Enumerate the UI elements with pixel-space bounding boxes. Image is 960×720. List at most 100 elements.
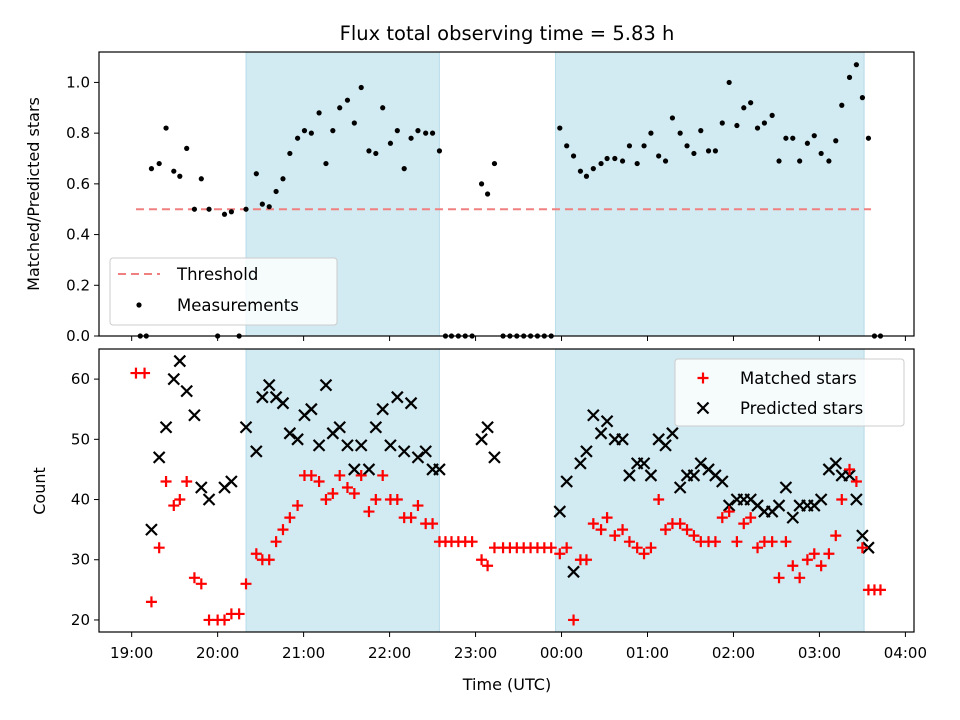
measurement-point <box>387 140 394 146</box>
measurement-point <box>698 128 704 134</box>
matched-point <box>617 524 629 536</box>
predicted-point <box>225 475 238 488</box>
measurement-point <box>177 173 183 179</box>
measurement-point <box>811 133 817 139</box>
top-plot-frame <box>98 51 915 337</box>
predicted-point <box>262 378 276 392</box>
top-panel: 0.0 0.2 0.4 0.6 0.8 1.0 Matched/Predicted sta… <box>24 51 915 345</box>
measurement-point <box>662 158 669 164</box>
measurement-point <box>598 160 604 167</box>
predicted-point <box>404 396 418 410</box>
measurement-point <box>221 211 228 217</box>
predicted-point <box>673 481 687 494</box>
matched-point <box>836 494 848 506</box>
measurement-point <box>380 105 386 111</box>
bottom-panel: 19:00 20:00 21:00 22:00 23:00 00:00 01:00 02:00… <box>30 348 927 694</box>
measurement-point <box>337 105 343 111</box>
x-tick-label: 04:00 <box>884 644 927 662</box>
bottom-series-matched <box>130 367 886 626</box>
measurement-point <box>273 188 279 195</box>
y-tick-label: 60 <box>71 370 90 388</box>
measurement-point <box>266 204 272 210</box>
legend-threshold-label: Threshold <box>176 265 258 284</box>
predicted-point <box>145 523 158 536</box>
matched-point <box>292 500 304 512</box>
measurement-point <box>577 168 584 174</box>
predicted-point <box>862 541 875 554</box>
top-series-measurements <box>137 62 884 339</box>
predicted-point <box>644 469 658 482</box>
x-tick-label: 00:00 <box>540 644 583 662</box>
predicted-point <box>276 396 290 410</box>
y-tick-label: 20 <box>71 611 90 629</box>
predicted-point <box>567 565 580 579</box>
measurement-point <box>734 122 740 129</box>
matched-point <box>745 512 757 524</box>
predicted-point <box>397 445 411 458</box>
matched-point <box>405 512 417 524</box>
predicted-point <box>600 414 614 428</box>
measurement-point <box>790 135 796 141</box>
predicted-point <box>560 475 573 488</box>
measurement-point <box>243 206 249 212</box>
measurement-point <box>641 143 647 149</box>
predicted-point <box>553 505 567 518</box>
top-x-ticks <box>131 336 906 341</box>
matched-point <box>716 512 728 524</box>
matched-point <box>391 494 403 506</box>
predicted-point <box>333 420 346 434</box>
predicted-point <box>488 451 501 464</box>
measurement-point <box>818 150 824 157</box>
matched-point <box>145 596 157 608</box>
matched-point <box>787 560 799 572</box>
matched-point <box>334 469 346 481</box>
measurement-point <box>712 148 719 154</box>
measurement-point <box>691 150 697 157</box>
predicted-point <box>694 457 708 470</box>
predicted-point <box>814 493 828 506</box>
measurement-point <box>478 181 485 187</box>
y-tick-label: 0.8 <box>66 124 90 142</box>
x-tick-label: 21:00 <box>282 644 325 662</box>
measurement-point <box>423 130 429 136</box>
bottom-series-predicted <box>145 354 875 579</box>
predicted-point <box>362 463 376 476</box>
matched-point <box>139 367 151 379</box>
measurement-point <box>719 120 725 126</box>
measurement-point <box>583 173 590 179</box>
measurement-point <box>648 130 654 136</box>
top-shaded-intervals <box>245 51 865 337</box>
matched-point <box>233 608 245 620</box>
measurement-point <box>634 160 640 167</box>
top-y-axis-label: Matched/Predicted stars <box>24 97 43 291</box>
y-tick-label: 1.0 <box>66 73 90 91</box>
matched-point <box>674 518 686 530</box>
predicted-point <box>376 402 389 416</box>
predicted-point <box>195 481 208 494</box>
measurement-point <box>184 145 190 151</box>
matched-point <box>773 572 785 584</box>
matched-point <box>752 542 764 554</box>
matched-point <box>638 548 650 560</box>
predicted-point <box>419 445 432 458</box>
measurement-point <box>253 171 259 177</box>
y-tick-label: 0.0 <box>66 327 90 345</box>
measurement-point <box>330 128 336 134</box>
legend-matched-swatch <box>697 372 709 384</box>
measurement-point <box>228 209 234 215</box>
bottom-legend: Matched stars Predicted stars <box>674 358 905 427</box>
matched-point <box>623 536 635 548</box>
predicted-point <box>687 469 701 482</box>
matched-point <box>545 542 557 554</box>
measurement-point <box>415 128 421 134</box>
predicted-point <box>623 469 636 482</box>
measurement-point <box>619 158 626 164</box>
measurement-point <box>705 148 712 154</box>
predicted-point <box>481 420 494 434</box>
predicted-point <box>722 499 736 512</box>
measurement-point <box>429 130 436 136</box>
predicted-point <box>180 384 193 398</box>
predicted-point <box>250 445 263 458</box>
measurement-point <box>626 143 633 149</box>
